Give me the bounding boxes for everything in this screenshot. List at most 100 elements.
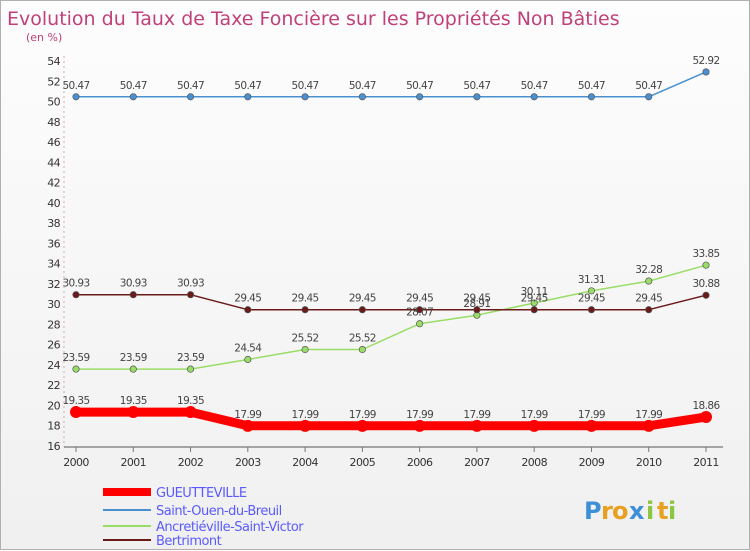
data-point: [301, 345, 309, 354]
data-point: [585, 419, 598, 432]
data-point: [530, 93, 538, 101]
data-label: 17.99: [406, 409, 433, 421]
data-label: 17.99: [234, 409, 261, 421]
series-line-3: [75, 293, 707, 311]
data-point: [416, 320, 424, 328]
data-label: 25.52: [292, 333, 319, 345]
data-point: [702, 261, 710, 269]
data-label: 17.99: [292, 409, 319, 421]
data-point: [72, 93, 80, 101]
data-point: [244, 306, 252, 314]
x-tick-label: 2001: [120, 456, 146, 469]
data-labels: 50.47 50.47 50.47 50.47 50.47 50.47 50.47 50.47…: [62, 55, 721, 421]
x-tick-label: 2007: [464, 456, 490, 469]
data-label: 19.35: [120, 395, 147, 407]
data-point: [301, 93, 309, 101]
data-label: 50.47: [635, 80, 662, 92]
data-label: 29.45: [349, 293, 376, 305]
data-label: 19.35: [177, 395, 204, 407]
data-label: 18.86: [692, 400, 720, 412]
data-label: 50.47: [234, 80, 261, 92]
logo-letter: i: [668, 497, 676, 525]
data-label: 24.54: [234, 342, 262, 354]
data-label: 29.45: [635, 293, 662, 305]
data-point: [241, 419, 254, 432]
data-point: [642, 419, 655, 432]
data-label: 32.28: [635, 264, 662, 276]
data-label: 29.45: [406, 293, 433, 305]
data-label: 17.99: [635, 409, 662, 421]
y-tick-label: 38: [47, 217, 60, 230]
y-tick-label: 42: [47, 177, 60, 190]
legend-label: Saint-Ouen-du-Breuil: [156, 504, 282, 519]
y-tick-label: 52: [47, 75, 60, 88]
y-tick-label: 24: [47, 359, 60, 372]
data-point: [244, 355, 252, 364]
data-point: [356, 419, 369, 432]
data-label: 23.59: [120, 352, 147, 364]
data-point: [645, 93, 653, 101]
y-tick-label: 30: [47, 298, 60, 311]
data-label: 29.45: [234, 293, 261, 305]
data-label: 50.47: [177, 80, 204, 92]
data-point: [700, 411, 712, 424]
x-tick-label: 2006: [407, 456, 433, 469]
data-label: 31.31: [578, 274, 605, 286]
y-tick-label: 16: [47, 440, 60, 453]
logo-letter: o: [612, 497, 629, 525]
data-label: 52.92: [692, 55, 719, 67]
data-label: 17.99: [463, 409, 490, 421]
data-point: [127, 406, 140, 419]
axes: [63, 56, 723, 448]
data-point: [129, 93, 137, 101]
x-tick-label: 2003: [235, 456, 261, 469]
y-tick-label: 50: [47, 96, 60, 109]
data-point: [587, 306, 596, 314]
data-point: [528, 419, 541, 432]
x-tick-label: 2009: [579, 456, 605, 469]
data-label: 30.93: [62, 278, 89, 290]
series-line-1: [75, 71, 707, 98]
logo-letter: P: [584, 497, 602, 525]
data-label: 23.59: [62, 352, 89, 364]
data-point: [473, 93, 481, 101]
data-label: 50.47: [62, 80, 89, 92]
data-point: [645, 306, 653, 314]
data-label: 33.85: [692, 248, 719, 260]
data-point: [530, 306, 538, 314]
y-tick-label: 26: [47, 339, 60, 352]
data-point: [413, 419, 426, 432]
data-point: [70, 406, 82, 419]
data-label: 28.07: [406, 307, 433, 319]
y-tick-label: 40: [47, 197, 60, 210]
data-label: 50.47: [120, 80, 147, 92]
x-tick-label: 2011: [693, 456, 719, 469]
data-point: [72, 291, 80, 299]
x-tick-label: 2005: [350, 456, 376, 469]
data-label: 29.45: [521, 293, 548, 305]
y-tick-label: 54: [47, 55, 60, 68]
data-label: 50.47: [349, 80, 376, 92]
data-label: 23.59: [177, 352, 204, 364]
y-tick-label: 20: [47, 399, 60, 412]
data-point: [184, 406, 197, 419]
x-tick-label: 2008: [521, 456, 547, 469]
logo-letter: t: [657, 497, 668, 525]
data-point: [473, 306, 481, 314]
y-tick-label: 36: [47, 237, 60, 250]
data-point: [470, 419, 483, 432]
data-point: [702, 68, 710, 76]
data-label: 29.45: [463, 293, 490, 305]
y-tick-label: 18: [47, 420, 60, 433]
y-tick-label: 28: [47, 318, 60, 331]
data-label: 30.93: [177, 278, 204, 290]
data-point: [129, 291, 137, 299]
logo-letter: i: [646, 497, 654, 525]
data-label: 50.47: [292, 80, 319, 92]
data-point: [186, 93, 195, 101]
series-line-2: [75, 264, 707, 370]
x-tick-label: 2010: [636, 456, 662, 469]
data-label: 19.35: [62, 395, 89, 407]
